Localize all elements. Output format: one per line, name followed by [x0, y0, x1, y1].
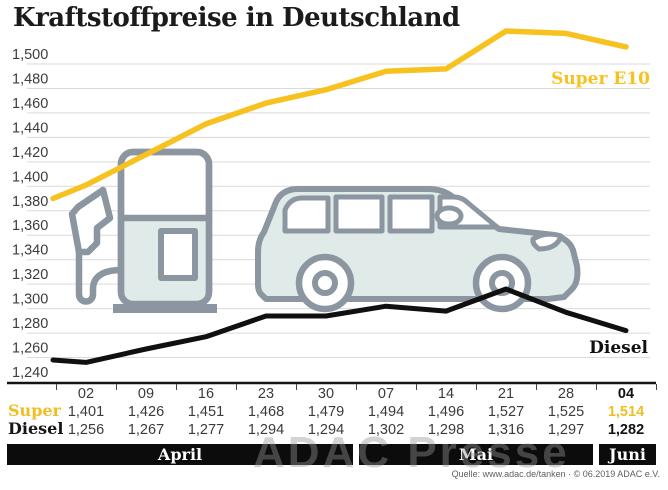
- super-value-cell: 1,494: [367, 404, 405, 420]
- date-cell: 04: [596, 384, 656, 403]
- series-line-super-e10: [50, 28, 629, 202]
- diesel-value-cell: 1,302: [367, 422, 405, 438]
- page-title: Kraftstoffpreise in Deutschland: [13, 3, 460, 33]
- date-cell: 14: [416, 384, 476, 403]
- date-cell: 21: [476, 384, 536, 403]
- pump-screen: [158, 228, 198, 281]
- super-value-cell: 1,468: [247, 404, 285, 420]
- diesel-value-cell: 1,277: [187, 422, 225, 438]
- car-illustration: [255, 186, 581, 313]
- car-headlight: [530, 231, 564, 252]
- diesel-value-cell: 1,294: [247, 422, 285, 438]
- pump-base: [113, 304, 217, 313]
- car-mid-window-2: [387, 194, 435, 234]
- car-mid-window-1: [333, 194, 385, 234]
- car-rear-hub: [312, 270, 338, 296]
- y-axis-tick-label: 1,420: [12, 145, 48, 161]
- pump-hose: [75, 248, 126, 305]
- series-labels: Super E10 Diesel: [551, 69, 650, 358]
- series-lines: [50, 28, 629, 365]
- diesel-value-cell: 1,316: [487, 422, 525, 438]
- date-cell: 09: [116, 384, 176, 403]
- date-cell: 16: [176, 384, 236, 403]
- super-value-cell: 1,514: [607, 404, 645, 420]
- super-values-row: 1,401 1,426 1,451 1,468 1,479 1,494 1,496 1,527…: [56, 404, 656, 421]
- diesel-value-cell: 1,256: [67, 422, 105, 438]
- fuel-pump-illustration: [68, 148, 217, 313]
- diesel-values-row: 1,256 1,267 1,277 1,294 1,294 1,302 1,298 1,316…: [56, 422, 656, 439]
- date-cell: 30: [296, 384, 356, 403]
- y-axis-tick-label: 1,360: [12, 218, 48, 234]
- y-axis-tick-label: 1,240: [12, 365, 48, 381]
- super-row-label: Super: [8, 401, 61, 420]
- super-value-cell: 1,527: [487, 404, 525, 420]
- pump-nozzle: [68, 186, 114, 256]
- y-axis-tick-label: 1,320: [12, 267, 48, 283]
- y-axis-tick-label: 1,300: [12, 292, 48, 308]
- y-axis-tick-label: 1,440: [12, 120, 48, 136]
- y-axis-tick-label: 1,260: [12, 341, 48, 357]
- date-cell: 28: [536, 384, 596, 403]
- source-credit: Quelle: www.adac.de/tanken · © 06.2019 A…: [451, 469, 660, 479]
- series-label-super-e10: Super E10: [551, 69, 650, 89]
- car-rear-window: [282, 195, 331, 234]
- date-cell: 07: [356, 384, 416, 403]
- diesel-row-label: Diesel: [8, 419, 64, 438]
- super-value-cell: 1,426: [127, 404, 165, 420]
- axis-end-tick: [656, 384, 657, 390]
- series-line-diesel: [50, 286, 629, 365]
- super-value-cell: 1,451: [187, 404, 225, 420]
- series-label-diesel: Diesel: [589, 338, 648, 358]
- diesel-value-cell: 1,297: [547, 422, 585, 438]
- y-axis-tick-label: 1,380: [12, 194, 48, 210]
- super-value-cell: 1,401: [67, 404, 105, 420]
- diesel-value-cell: 1,267: [127, 422, 165, 438]
- y-axis-tick-label: 1,280: [12, 316, 48, 332]
- y-axis-tick-label: 1,460: [12, 96, 48, 112]
- month-band-april: April: [7, 444, 353, 465]
- date-cell: 23: [236, 384, 296, 403]
- diesel-value-cell: 1,294: [307, 422, 345, 438]
- fuel-price-chart: 1,500 1,480 1,460 1,440 1,420 1,400 1,380 1,360…: [7, 28, 656, 385]
- date-cell: 02: [56, 384, 116, 403]
- super-value-cell: 1,496: [427, 404, 465, 420]
- month-band-juni: Juni: [599, 444, 656, 465]
- super-value-cell: 1,525: [547, 404, 585, 420]
- y-axis-tick-label: 1,480: [12, 71, 48, 87]
- diesel-value-cell: 1,282: [607, 422, 645, 438]
- date-header-row: 02 09 16 23 30 07 14 21 28 04: [56, 384, 657, 403]
- y-axis-tick-label: 1,400: [12, 169, 48, 185]
- y-axis-tick-label: 1,500: [12, 47, 48, 63]
- month-band-mai: Mai: [359, 444, 593, 465]
- y-axis-tick-label: 1,340: [12, 243, 48, 259]
- car-mirror: [434, 205, 464, 227]
- diesel-value-cell: 1,298: [427, 422, 465, 438]
- super-value-cell: 1,479: [307, 404, 345, 420]
